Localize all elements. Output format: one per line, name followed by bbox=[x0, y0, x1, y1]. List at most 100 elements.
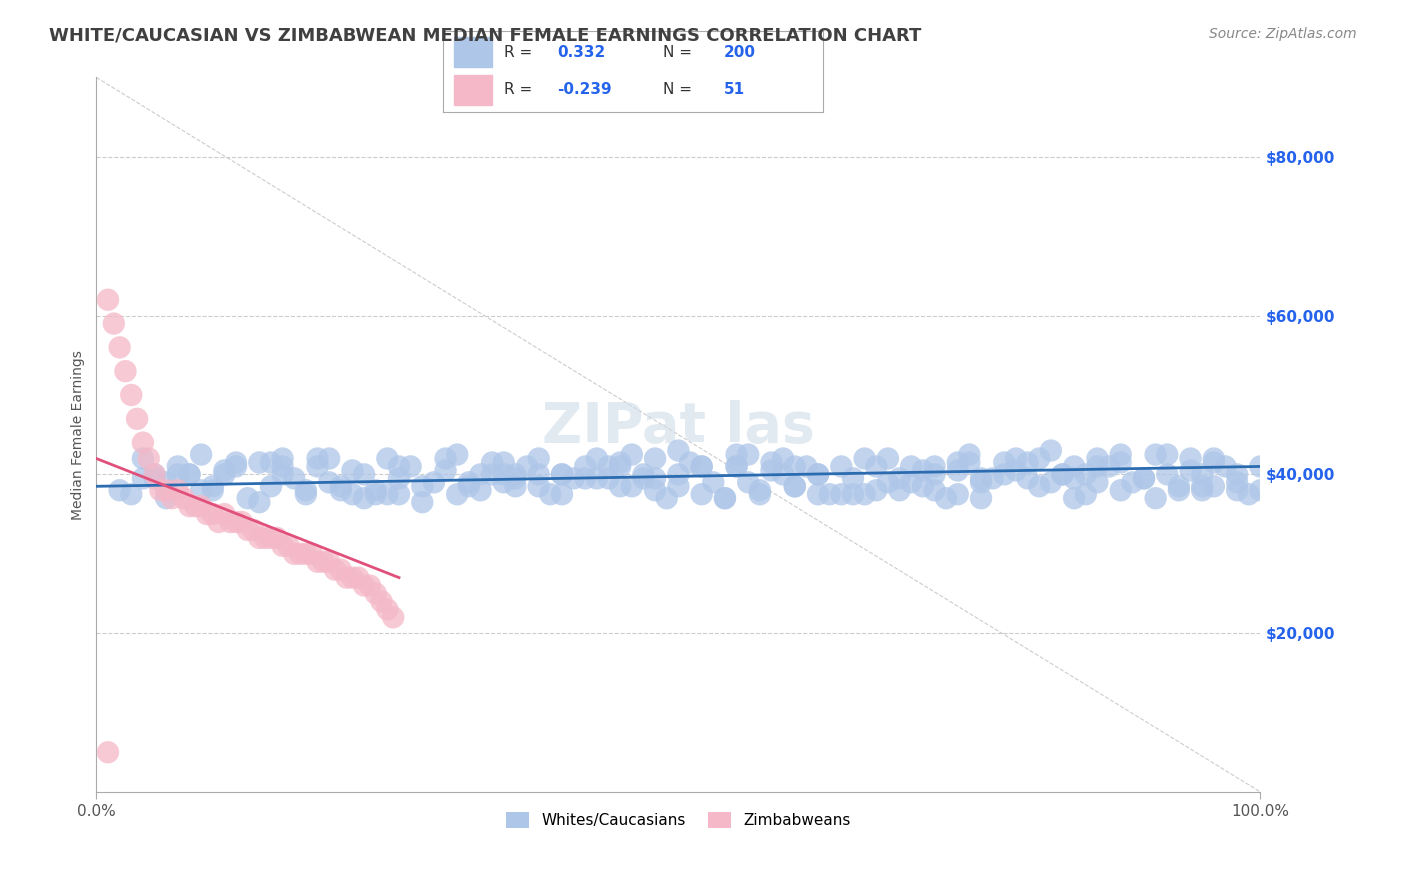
Point bbox=[114, 364, 136, 378]
Point bbox=[353, 578, 375, 592]
Point bbox=[288, 547, 311, 561]
Point bbox=[1121, 475, 1143, 490]
Point bbox=[644, 483, 666, 498]
Text: R =: R = bbox=[503, 45, 531, 60]
Point bbox=[633, 471, 655, 485]
Point bbox=[377, 451, 399, 466]
Point bbox=[690, 487, 713, 501]
Point bbox=[957, 455, 980, 469]
Text: R =: R = bbox=[503, 82, 531, 97]
Point bbox=[1191, 483, 1213, 498]
Point bbox=[783, 459, 806, 474]
Point bbox=[1202, 451, 1225, 466]
Point bbox=[877, 451, 900, 466]
Point bbox=[574, 459, 596, 474]
Point bbox=[970, 475, 993, 490]
Point bbox=[505, 471, 527, 485]
Point bbox=[201, 479, 224, 493]
Point bbox=[1028, 451, 1050, 466]
Point bbox=[364, 487, 387, 501]
Point bbox=[946, 487, 969, 501]
Point bbox=[236, 523, 259, 537]
Point bbox=[266, 531, 288, 545]
Point bbox=[236, 491, 259, 506]
Point bbox=[318, 475, 340, 490]
Point bbox=[1109, 455, 1132, 469]
Point bbox=[225, 515, 247, 529]
Point bbox=[353, 491, 375, 506]
Point bbox=[1063, 471, 1085, 485]
Point bbox=[690, 459, 713, 474]
Point bbox=[586, 451, 609, 466]
Text: ZIPat las: ZIPat las bbox=[541, 400, 815, 454]
Point bbox=[1167, 479, 1189, 493]
Point bbox=[108, 483, 131, 498]
Point bbox=[1063, 459, 1085, 474]
Point bbox=[527, 467, 550, 482]
Point bbox=[527, 479, 550, 493]
Point bbox=[1167, 483, 1189, 498]
Point bbox=[138, 451, 160, 466]
Point bbox=[1052, 467, 1074, 482]
Point bbox=[1226, 483, 1249, 498]
Point bbox=[935, 491, 957, 506]
Point bbox=[457, 475, 479, 490]
Point bbox=[214, 463, 236, 477]
Point bbox=[166, 483, 188, 498]
Point bbox=[120, 388, 142, 402]
Point bbox=[347, 571, 370, 585]
Point bbox=[492, 455, 515, 469]
Point bbox=[1017, 455, 1039, 469]
Point bbox=[1144, 448, 1167, 462]
Point bbox=[644, 451, 666, 466]
Point bbox=[538, 487, 561, 501]
Point bbox=[666, 467, 689, 482]
Point bbox=[411, 495, 433, 509]
Point bbox=[155, 475, 177, 490]
Point bbox=[1226, 475, 1249, 490]
Point bbox=[748, 483, 770, 498]
Point bbox=[877, 475, 900, 490]
Point bbox=[271, 539, 294, 553]
Point bbox=[772, 467, 794, 482]
Point bbox=[353, 467, 375, 482]
Point bbox=[260, 479, 283, 493]
Point bbox=[1087, 451, 1109, 466]
Point bbox=[1191, 479, 1213, 493]
Point bbox=[329, 563, 352, 577]
Point bbox=[527, 451, 550, 466]
Point bbox=[609, 479, 631, 493]
Point bbox=[865, 459, 887, 474]
Point bbox=[725, 459, 748, 474]
Point bbox=[970, 471, 993, 485]
Text: 200: 200 bbox=[724, 45, 756, 60]
Point bbox=[271, 467, 294, 482]
Point bbox=[411, 479, 433, 493]
Point bbox=[179, 467, 201, 482]
Point bbox=[609, 455, 631, 469]
Point bbox=[970, 491, 993, 506]
Point bbox=[702, 475, 724, 490]
Point bbox=[214, 467, 236, 482]
Point bbox=[1087, 475, 1109, 490]
Point bbox=[359, 578, 381, 592]
Point bbox=[190, 483, 212, 498]
Point bbox=[457, 479, 479, 493]
Point bbox=[160, 491, 183, 506]
Point bbox=[388, 471, 411, 485]
Point bbox=[446, 448, 468, 462]
Point bbox=[260, 531, 283, 545]
Text: N =: N = bbox=[664, 45, 692, 60]
Point bbox=[924, 483, 946, 498]
Point bbox=[865, 483, 887, 498]
Point bbox=[120, 487, 142, 501]
Point bbox=[155, 483, 177, 498]
Point bbox=[830, 459, 852, 474]
Point bbox=[690, 459, 713, 474]
Point bbox=[761, 463, 783, 477]
Point bbox=[127, 412, 149, 426]
Point bbox=[748, 487, 770, 501]
Point bbox=[1180, 451, 1202, 466]
Point bbox=[1005, 463, 1028, 477]
Point bbox=[1074, 487, 1097, 501]
